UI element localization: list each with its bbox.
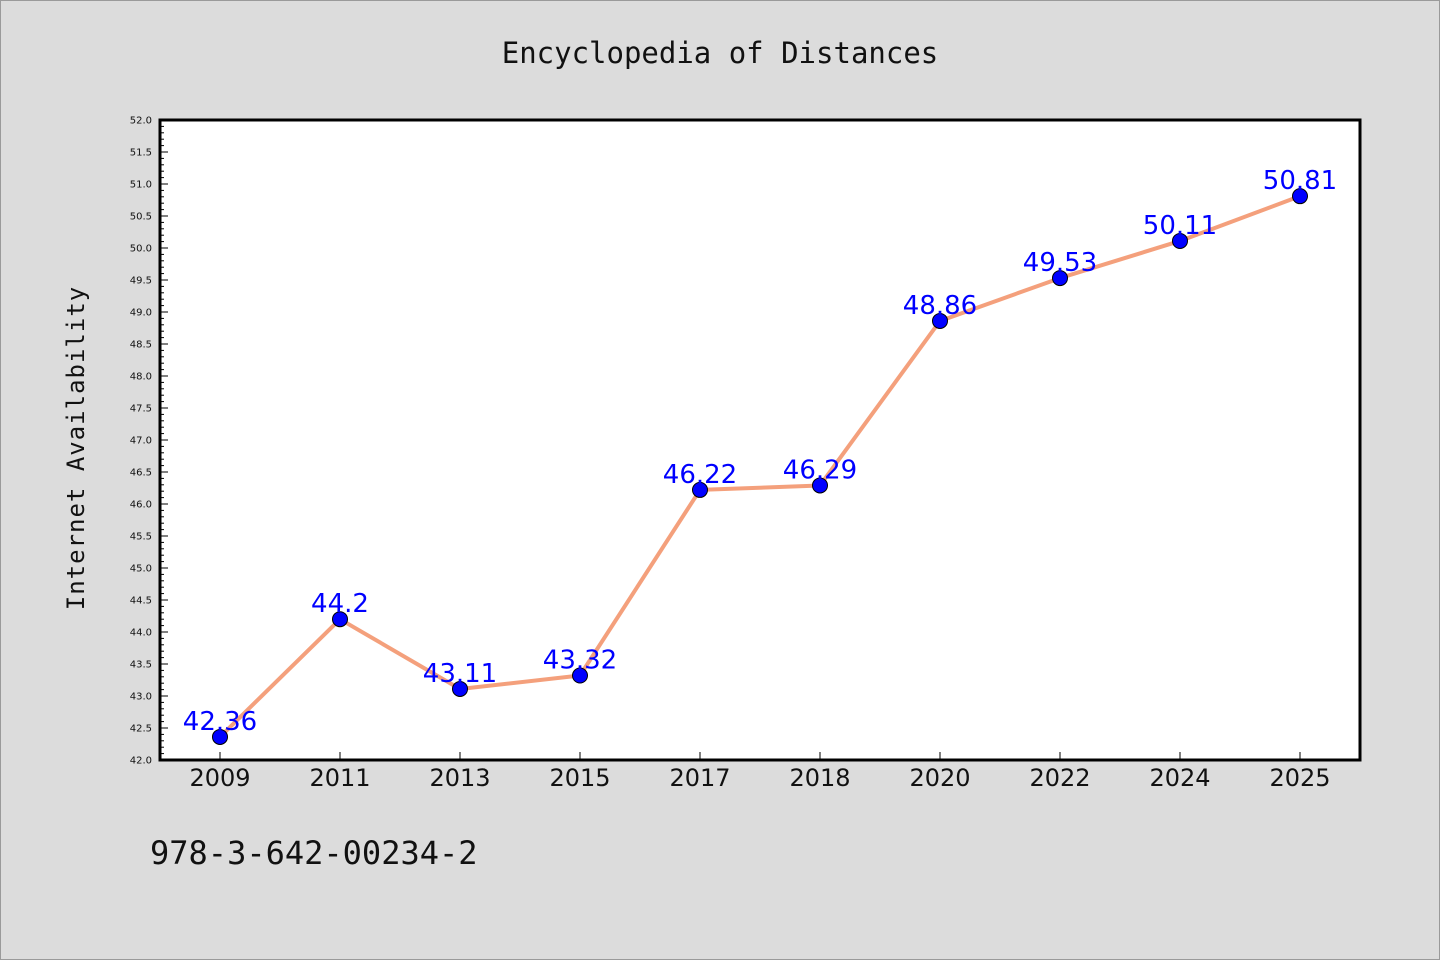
- y-tick-label: 45.5: [130, 532, 152, 543]
- chart-title: Encyclopedia of Distances: [502, 36, 939, 70]
- data-point-marker: [572, 667, 588, 684]
- y-tick-label: 43.0: [130, 692, 152, 703]
- data-point-marker: [692, 481, 708, 498]
- series-group: 42.36 44.2 43.11 43.32 46.22 46.29 48.86 49.53 5…: [183, 166, 1337, 745]
- x-tick-label: 2011: [309, 764, 370, 792]
- y-tick-label: 50.5: [130, 212, 152, 223]
- plot-area: [158, 118, 1362, 762]
- y-tick-label: 47.5: [130, 404, 152, 415]
- data-label: 43.11: [423, 659, 497, 689]
- data-label: 49.53: [1023, 248, 1097, 278]
- y-tick-label: 47.0: [130, 436, 152, 447]
- x-tick-label: 2015: [549, 764, 610, 792]
- data-label: 50.81: [1263, 166, 1337, 196]
- x-tick-label: 2022: [1029, 764, 1090, 792]
- y-axis: 42.0 42.5 43.0 43.5 44.0 44.5 45.0 45.5 46.0 46.5…: [130, 116, 168, 767]
- y-tick-label: 46.0: [130, 500, 152, 511]
- y-tick-label: 52.0: [130, 116, 152, 127]
- y-tick-label: 48.0: [130, 372, 152, 383]
- y-tick-label: 42.5: [130, 724, 152, 735]
- series-line: [218, 194, 1302, 739]
- footnote: 978-3-642-00234-2: [150, 834, 478, 872]
- data-point-marker: [332, 611, 348, 628]
- y-tick-label: 49.5: [130, 276, 152, 287]
- y-tick-label: 46.5: [130, 468, 152, 479]
- data-label: 50.11: [1143, 211, 1217, 241]
- y-tick-label: 45.0: [130, 564, 152, 575]
- x-tick-label: 2018: [789, 764, 850, 792]
- data-label: 44.2: [311, 589, 369, 619]
- data-point-marker: [1172, 232, 1188, 249]
- x-tick-label: 2013: [429, 764, 490, 792]
- y-tick-label: 43.5: [130, 660, 152, 671]
- x-tick-label: 2024: [1149, 764, 1210, 792]
- y-tick-label: 44.0: [130, 628, 152, 639]
- data-point-marker: [212, 728, 228, 745]
- y-axis-label: Internet Availability: [62, 286, 90, 610]
- data-point-marker: [932, 312, 948, 329]
- data-label: 46.29: [783, 455, 857, 485]
- x-axis: 2009 2011 2013 2015 2017 2018 2020 2022 2024 2025: [189, 752, 1331, 792]
- data-point-marker: [812, 477, 828, 494]
- x-tick-label: 2020: [909, 764, 970, 792]
- data-point-marker: [452, 680, 468, 697]
- y-tick-label: 49.0: [130, 308, 152, 319]
- data-point-marker: [1292, 188, 1308, 205]
- y-tick-label: 44.5: [130, 596, 152, 607]
- x-tick-label: 2017: [669, 764, 730, 792]
- data-label: 48.86: [903, 291, 977, 321]
- y-tick-label: 51.5: [130, 148, 152, 159]
- x-tick-label: 2009: [189, 764, 250, 792]
- y-tick-label: 50.0: [130, 244, 152, 255]
- data-point-marker: [1052, 270, 1068, 287]
- y-tick-label: 51.0: [130, 180, 152, 191]
- x-tick-label: 2025: [1269, 764, 1330, 792]
- data-label: 46.22: [663, 460, 737, 490]
- data-label: 42.36: [183, 707, 257, 737]
- data-label: 43.32: [543, 646, 617, 676]
- y-tick-label: 42.0: [130, 756, 152, 767]
- y-tick-label: 48.5: [130, 340, 152, 351]
